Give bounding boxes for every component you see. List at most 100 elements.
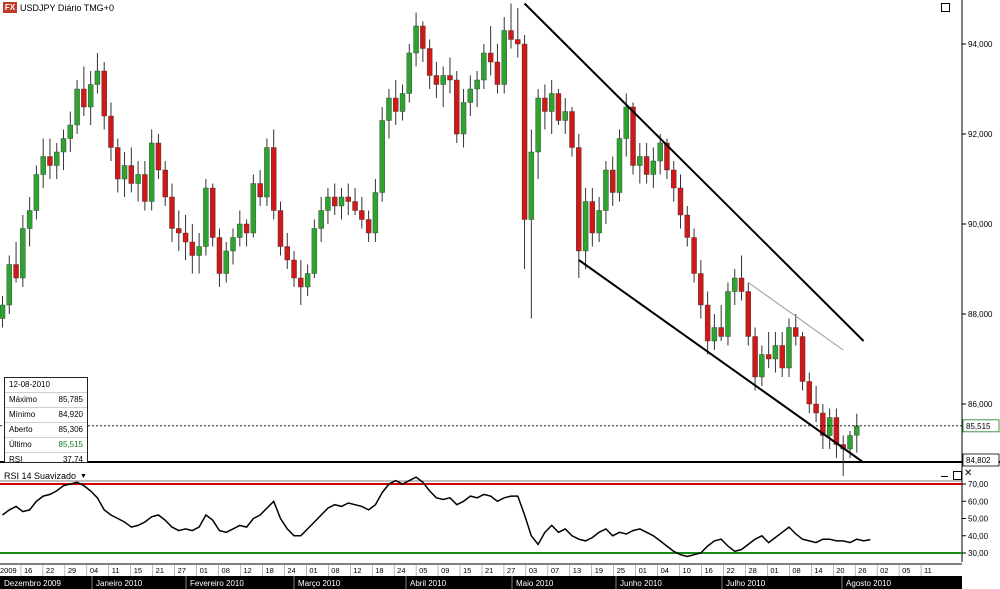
date-tick-label: 04	[661, 566, 669, 575]
candle-body	[169, 196, 175, 229]
maximize-icon[interactable]	[941, 3, 950, 12]
month-label: Abril 2010	[410, 579, 447, 588]
ohlc-value-high: 85,785	[58, 395, 83, 404]
candle-body	[711, 327, 718, 342]
date-tick-label: 11	[112, 566, 120, 575]
date-tick-label: 14	[814, 566, 822, 575]
candle-body	[271, 147, 277, 211]
thin-trendline	[748, 282, 844, 351]
candle-body	[209, 187, 216, 238]
candle-body	[406, 52, 412, 94]
candle-body	[426, 48, 433, 76]
candle-body	[325, 196, 331, 211]
candle-body	[460, 102, 467, 135]
candle-body	[365, 219, 372, 234]
candle-body	[230, 237, 236, 252]
candle-body	[13, 264, 19, 279]
ohlc-value-last: 85,515	[58, 440, 83, 449]
date-tick-label: 08	[331, 566, 339, 575]
candle-body	[732, 277, 738, 292]
date-tick-label: 01	[770, 566, 778, 575]
ohlc-label-low: Mínimo	[9, 410, 36, 419]
date-tick-label: 18	[265, 566, 273, 575]
low-price-label: 84,802	[966, 456, 991, 465]
candle-body	[81, 88, 87, 108]
channel-upper-trendline	[523, 2, 865, 342]
candle-body	[440, 75, 446, 85]
chevron-down-icon[interactable]: ▼	[80, 472, 87, 480]
last-price-label: 85,515	[966, 422, 991, 431]
ohlc-label-high: Máximo	[9, 395, 38, 404]
ohlc-row: Mínimo 84,920	[5, 408, 87, 423]
candle-body	[623, 106, 629, 139]
date-tick-label: 29	[68, 566, 76, 575]
candle-body	[725, 291, 731, 337]
candle-body	[643, 156, 650, 175]
candle-body	[779, 345, 785, 369]
close-icon[interactable]: ✕	[964, 468, 973, 479]
rsi-line	[2, 476, 871, 558]
date-tick-label: 12	[243, 566, 251, 575]
ohlc-date-row: 12-08-2010	[5, 378, 87, 393]
maximize-rsi-icon[interactable]	[953, 471, 962, 480]
candle-body	[826, 417, 833, 436]
month-label: Maio 2010	[516, 579, 554, 588]
date-tick-label: 12	[353, 566, 361, 575]
candle-body	[386, 97, 392, 121]
month-label: Junho 2010	[620, 579, 662, 588]
candle-body	[345, 196, 351, 202]
candle-body	[67, 124, 74, 139]
candle-body	[501, 30, 507, 85]
rsi-tick-label: 60,00	[968, 497, 989, 506]
candle-body	[745, 291, 751, 337]
month-row-background	[0, 576, 962, 589]
ohlc-value-low: 84,920	[58, 410, 83, 419]
date-tick-label: 15	[463, 566, 471, 575]
minimize-icon[interactable]	[941, 471, 948, 477]
rsi-tick-label: 30,00	[968, 549, 989, 558]
candle-body	[379, 120, 385, 193]
candle-body	[237, 223, 243, 238]
candle-body	[223, 250, 229, 274]
candle-body	[155, 142, 162, 171]
date-tick-label: 04	[90, 566, 98, 575]
candle-body	[115, 147, 121, 180]
candle-body	[691, 237, 697, 274]
candle-body	[352, 201, 358, 211]
candle-body	[562, 111, 568, 121]
candle-body	[196, 246, 202, 256]
rsi-tick-label: 50,00	[968, 515, 989, 524]
candle-body	[494, 61, 501, 85]
fx-icon: FX	[3, 2, 17, 13]
month-label: Março 2010	[298, 579, 341, 588]
candle-body	[60, 138, 67, 153]
candle-body	[298, 277, 304, 288]
candle-body	[148, 142, 155, 202]
candle-body	[454, 79, 460, 135]
candle-body	[718, 327, 724, 337]
date-tick-label: 15	[134, 566, 142, 575]
candle-body	[433, 75, 440, 85]
candle-body	[6, 264, 12, 306]
candle-body	[772, 345, 779, 360]
date-tick-label: 19	[595, 566, 603, 575]
date-tick-label: 28	[748, 566, 756, 575]
ohlc-row: Aberto 85,306	[5, 423, 87, 438]
ohlc-row: Máximo 85,785	[5, 393, 87, 408]
date-tick-label: 24	[287, 566, 295, 575]
date-tick-label: 10	[683, 566, 691, 575]
candle-body	[216, 237, 223, 274]
rsi-panel-title[interactable]: RSI 14 Suavizado ▼	[4, 471, 87, 481]
date-tick-label: 09	[441, 566, 449, 575]
candle-body	[0, 304, 6, 319]
candle-body	[806, 381, 813, 405]
date-tick-label: 2009	[0, 566, 17, 575]
channel-lower-trendline	[578, 259, 865, 464]
date-tick-label: 26	[858, 566, 866, 575]
price-tick-label: 94,000	[968, 40, 993, 49]
low-price-box	[962, 453, 1000, 467]
candle-body	[569, 111, 575, 148]
date-tick-label: 01	[200, 566, 208, 575]
rsi-title-label: RSI 14 Suavizado	[4, 471, 77, 481]
